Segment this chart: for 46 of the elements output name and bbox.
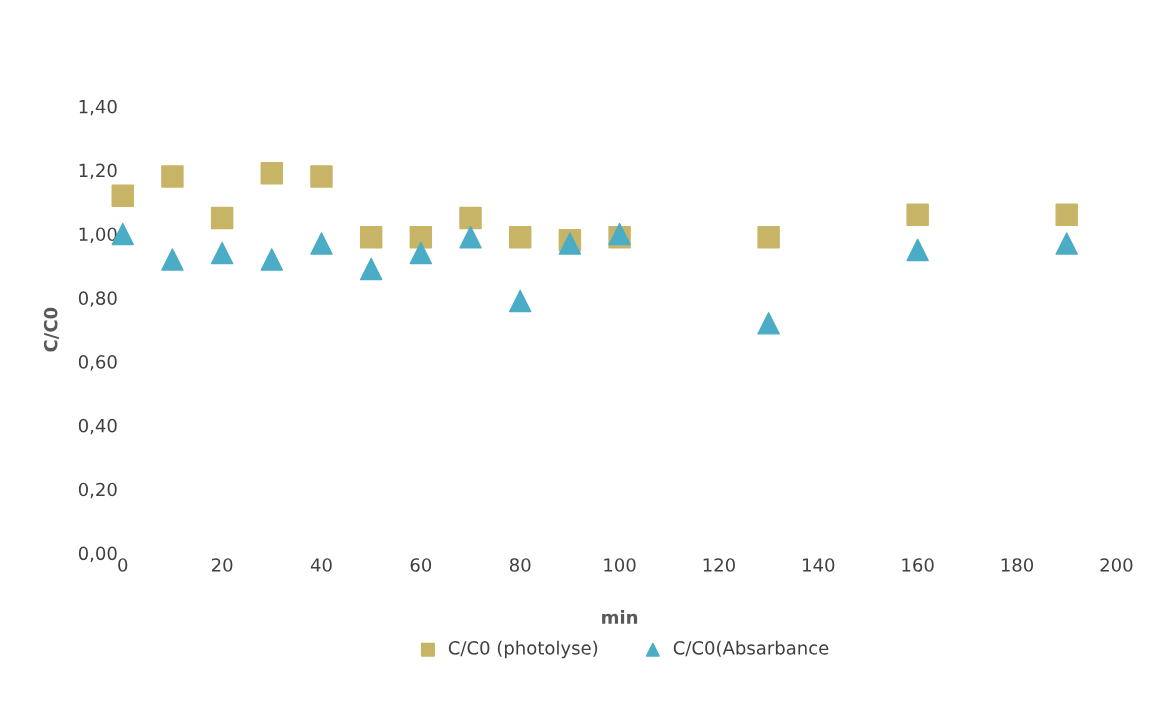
x-tick-label: 160	[902, 558, 934, 572]
point	[906, 203, 929, 227]
point	[409, 241, 433, 265]
x-tick-label: 40	[310, 558, 332, 572]
y-tick-label: 1,40	[79, 99, 117, 116]
point	[161, 248, 184, 271]
point	[260, 248, 284, 271]
point	[508, 225, 532, 249]
y-tick-label: 0,80	[78, 291, 117, 307]
point	[757, 312, 780, 335]
y-tick-label: 0,40	[78, 418, 117, 435]
x-tick-label: 120	[703, 558, 735, 572]
point	[111, 184, 134, 207]
y-axis-title: C/C0	[43, 307, 59, 352]
point	[310, 232, 333, 255]
x-tick-label: 180	[1001, 558, 1034, 572]
point	[409, 225, 433, 249]
point	[906, 238, 929, 262]
legend-label: C/C0(Absarbance	[673, 640, 829, 657]
point	[161, 165, 184, 188]
point	[359, 225, 383, 249]
x-tick-label: 60	[410, 558, 432, 572]
x-tick-label: 80	[509, 558, 531, 572]
legend-label: C/C0 (photolyse)	[448, 640, 598, 659]
x-tick-label: 0	[118, 558, 128, 572]
x-axis-title: min	[602, 610, 638, 624]
point	[210, 241, 234, 265]
point	[459, 206, 482, 230]
y-tick-label: 1,20	[79, 163, 117, 180]
y-tick-label: 0,20	[78, 482, 117, 499]
y-tick-label: 0,00	[78, 546, 117, 562]
x-tick-label: 100	[604, 558, 636, 572]
y-tick-label: 0,60	[78, 355, 117, 371]
point	[359, 257, 383, 281]
point	[310, 165, 333, 188]
point	[260, 162, 284, 185]
x-tick-label: 20	[211, 558, 233, 572]
x-tick-label: 140	[803, 558, 835, 572]
point	[1055, 203, 1078, 227]
point	[210, 206, 234, 230]
point	[1055, 232, 1078, 255]
point	[459, 225, 482, 249]
y-tick-label: 1,00	[79, 227, 117, 243]
point	[508, 289, 532, 313]
point	[757, 225, 780, 249]
x-tick-label: 200	[1100, 558, 1133, 572]
